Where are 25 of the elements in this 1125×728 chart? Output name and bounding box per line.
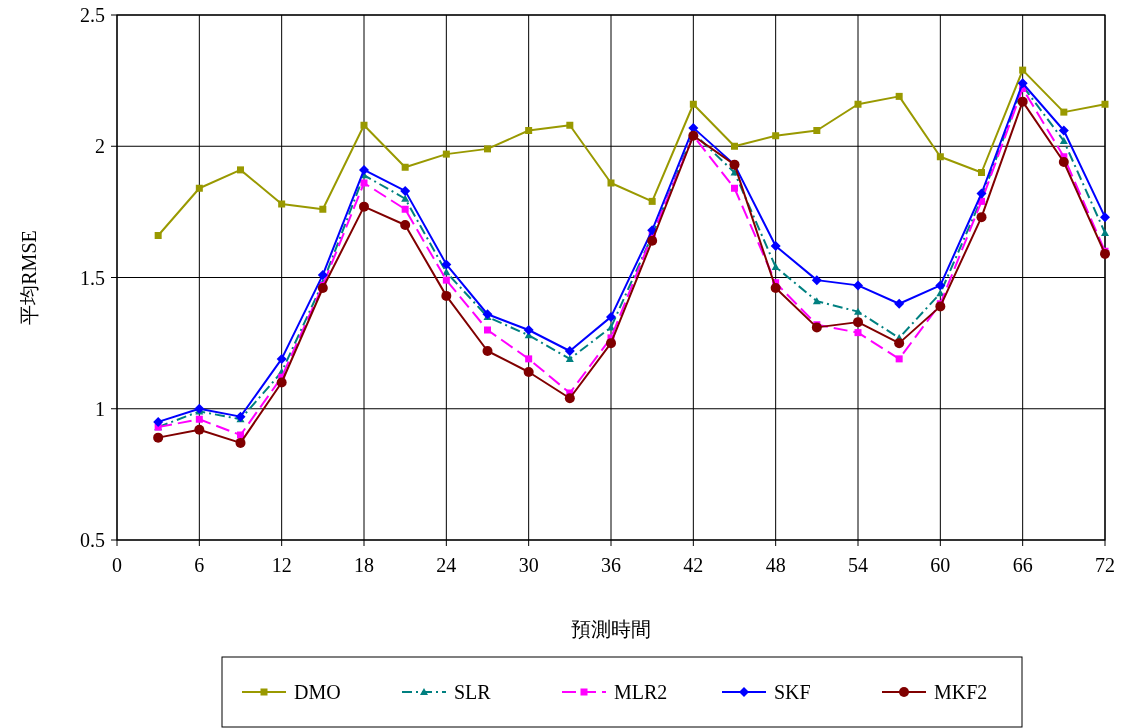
y-tick-label: 0.5 bbox=[80, 529, 105, 551]
y-tick-label: 2.5 bbox=[80, 4, 105, 26]
x-tick-label: 36 bbox=[601, 554, 621, 576]
legend-label: MKF2 bbox=[934, 681, 988, 703]
legend-label: SKF bbox=[774, 681, 811, 703]
x-tick-label: 18 bbox=[354, 554, 374, 576]
x-tick-label: 48 bbox=[765, 554, 786, 576]
legend-label: SLR bbox=[454, 681, 492, 703]
x-tick-label: 12 bbox=[271, 554, 292, 576]
legend-label: DMO bbox=[294, 681, 341, 703]
x-tick-label: 72 bbox=[1095, 554, 1115, 576]
y-axis-title: 平均RMSE bbox=[18, 230, 40, 325]
x-tick-label: 42 bbox=[683, 554, 704, 576]
y-tick-label: 1.5 bbox=[80, 266, 105, 289]
y-tick-label: 1 bbox=[95, 397, 105, 420]
legend-label: MLR2 bbox=[614, 681, 668, 703]
x-tick-label: 30 bbox=[518, 554, 539, 576]
x-tick-label: 24 bbox=[436, 554, 457, 576]
x-tick-label: 6 bbox=[194, 554, 205, 576]
x-tick-label: 60 bbox=[930, 554, 951, 576]
x-tick-label: 66 bbox=[1012, 554, 1033, 576]
y-tick-label: 2 bbox=[95, 135, 105, 158]
x-tick-label: 0 bbox=[112, 554, 122, 576]
x-axis-title: 預測時間 bbox=[571, 618, 651, 640]
x-tick-label: 54 bbox=[848, 554, 868, 576]
